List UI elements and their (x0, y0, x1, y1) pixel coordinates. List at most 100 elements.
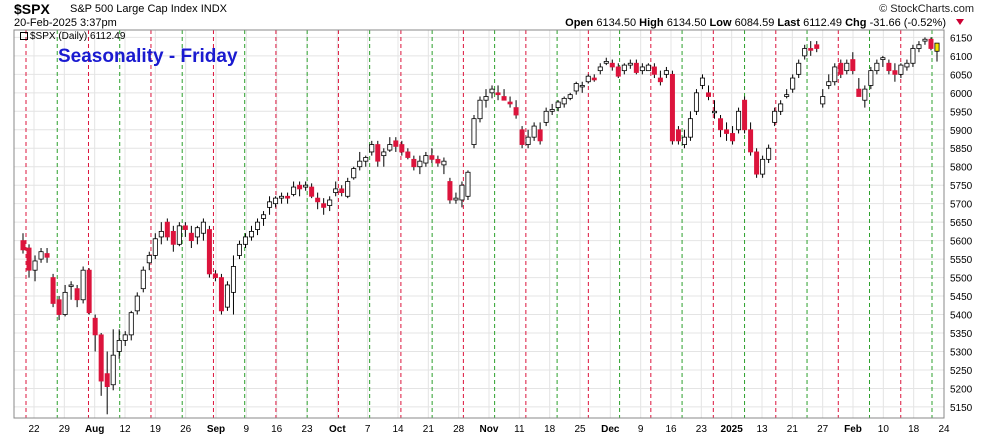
candle-body (573, 83, 579, 92)
candle-body (898, 64, 904, 75)
candle-body (279, 195, 285, 199)
high-value: 6134.50 (666, 17, 707, 29)
candle-body (363, 157, 369, 162)
last-value: 6112.49 (803, 17, 843, 29)
y-tick-label: 6100 (950, 52, 973, 63)
candle-body (663, 70, 669, 75)
candle-body (291, 186, 297, 195)
x-tick-label: 16 (665, 424, 677, 435)
candle-body (134, 295, 140, 312)
candle-body (176, 225, 182, 245)
candle-body (182, 225, 188, 230)
candle-body (333, 188, 339, 193)
x-tick-label: Dec (601, 424, 620, 435)
candle-body (519, 129, 525, 145)
candle-body (633, 62, 639, 73)
candle-body (459, 184, 465, 201)
candle-body (267, 201, 273, 208)
candle-body (537, 129, 543, 142)
candle-body (32, 260, 38, 271)
x-tick-label: 22 (28, 424, 40, 435)
x-tick-label: 16 (271, 424, 283, 435)
candle-body (315, 197, 321, 203)
candle-body (748, 129, 754, 153)
candle-body (591, 77, 597, 81)
candle-body (411, 158, 417, 168)
candle-body (471, 118, 477, 145)
x-tick-label: 13 (756, 424, 768, 435)
candle-body (772, 110, 778, 123)
candle-body (74, 288, 80, 301)
candle-body (116, 339, 122, 352)
symbol-description: S&P 500 Large Cap Index (70, 3, 198, 15)
x-tick-label: 9 (638, 424, 644, 435)
x-tick-label: Feb (844, 424, 862, 435)
candle-body (351, 168, 357, 179)
candle-body (609, 62, 615, 68)
x-tick-label: 21 (787, 424, 799, 435)
chart-header: $SPX S&P 500 Large Cap Index INDX © Stoc… (0, 0, 990, 30)
candle-body (892, 70, 898, 75)
candle-body (549, 109, 555, 112)
candle-body (224, 284, 230, 308)
candle-body (832, 66, 838, 83)
y-tick-label: 5400 (950, 311, 973, 322)
candle-body (760, 158, 766, 175)
candle-body (399, 144, 405, 153)
candle-body (525, 136, 531, 145)
x-tick-label: Aug (85, 424, 104, 435)
candle-body (339, 188, 345, 193)
chg-label: Chg (845, 17, 867, 29)
y-tick-label: 5200 (950, 384, 973, 395)
candle-body (248, 230, 255, 238)
chart-datetime: 20-Feb-2025 3:37pm (14, 17, 117, 29)
y-tick-label: 5150 (950, 403, 973, 414)
x-tick-label: 21 (423, 424, 435, 435)
candle-body (128, 312, 134, 336)
candle-body (98, 334, 104, 382)
candle-body (639, 66, 645, 72)
candle-body (910, 48, 916, 64)
candle-body (567, 94, 573, 99)
candle-body (206, 229, 212, 275)
x-tick-label: 24 (938, 424, 950, 435)
candle-body (194, 227, 200, 238)
candle-body (934, 42, 940, 52)
series-checkbox-icon[interactable] (20, 32, 28, 41)
candle-body (447, 181, 453, 201)
y-tick-label: 6150 (950, 33, 973, 44)
candle-body (802, 48, 808, 57)
candle-body (928, 38, 934, 49)
change-down-icon (956, 19, 964, 25)
candle-body (874, 62, 880, 72)
candle-body (838, 62, 844, 75)
candle-body (645, 64, 651, 72)
candle-body (273, 197, 279, 205)
x-tick-label: 11 (514, 424, 525, 435)
candle-body (766, 147, 772, 160)
x-tick-label: 7 (365, 424, 371, 435)
candle-body (868, 70, 874, 86)
candle-body (297, 184, 303, 190)
x-tick-label: 19 (150, 424, 162, 435)
series-label: $SPX (Daily) 6112.49 (20, 31, 125, 42)
candle-body (862, 88, 868, 101)
candle-body (56, 299, 62, 315)
candle-body (465, 171, 471, 197)
candle-body (796, 62, 802, 75)
x-tick-label: 10 (878, 424, 890, 435)
candle-body (200, 221, 206, 234)
open-value: 6134.50 (596, 17, 637, 29)
candle-body (405, 151, 411, 158)
candle-body (80, 269, 86, 301)
plot-area (14, 30, 944, 418)
candle-body (501, 96, 507, 101)
candle-body (675, 129, 681, 142)
candle-body (230, 266, 236, 293)
candle-body (621, 64, 627, 72)
exchange: INDX (200, 3, 227, 15)
candle-body (916, 44, 922, 49)
y-tick-label: 5700 (950, 200, 973, 211)
candle-body (718, 118, 724, 131)
